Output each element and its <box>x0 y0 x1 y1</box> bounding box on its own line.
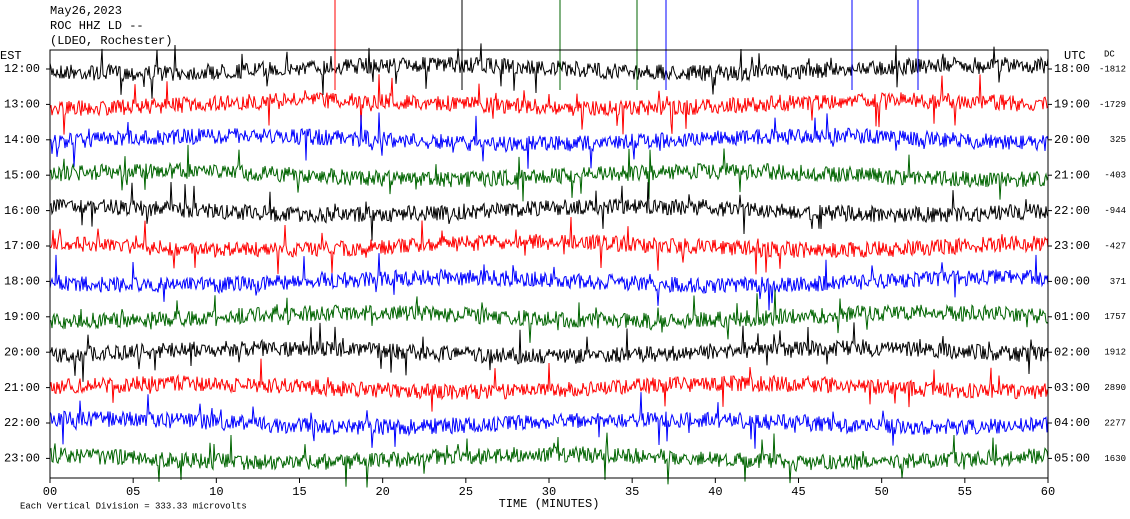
dc-value: -403 <box>1104 171 1126 181</box>
est-tick-label: 12:00 <box>4 62 40 76</box>
trace <box>49 322 1049 382</box>
trace <box>49 112 1049 169</box>
est-tick-label: 19:00 <box>4 310 40 324</box>
x-tick-label: 30 <box>542 485 556 499</box>
x-tick-label: 05 <box>126 485 140 499</box>
est-tick-label: 18:00 <box>4 275 40 289</box>
utc-tick-label: 04:00 <box>1054 416 1090 430</box>
trace <box>49 253 1049 311</box>
dc-value: -1729 <box>1099 100 1126 110</box>
est-tick-label: 22:00 <box>4 416 40 430</box>
utc-tick-label: 01:00 <box>1054 310 1090 324</box>
dc-value: -427 <box>1104 241 1126 251</box>
x-tick-label: 15 <box>292 485 306 499</box>
traces <box>49 0 1049 488</box>
trace <box>49 144 1049 202</box>
utc-tick-label: 21:00 <box>1054 168 1090 182</box>
dc-value: 325 <box>1110 135 1126 145</box>
utc-tick-label: 19:00 <box>1054 98 1090 112</box>
est-tick-label: 23:00 <box>4 452 40 466</box>
trace <box>49 358 1049 412</box>
trace <box>49 43 1049 99</box>
x-axis-label: TIME (MINUTES) <box>499 497 600 511</box>
x-tick-label: 50 <box>874 485 888 499</box>
x-tick-label: 00 <box>43 485 57 499</box>
est-tick-label: 14:00 <box>4 133 40 147</box>
trace <box>49 181 1049 241</box>
x-tick-label: 55 <box>958 485 972 499</box>
x-tick-label: 45 <box>791 485 805 499</box>
trace <box>49 216 1049 275</box>
dc-value: -944 <box>1104 206 1126 216</box>
right-axis-label: UTC <box>1064 49 1086 63</box>
trace <box>49 432 1049 488</box>
x-tick-label: 35 <box>625 485 639 499</box>
est-tick-label: 17:00 <box>4 239 40 253</box>
footer: Each Vertical Division = 333.33 microvol… <box>20 501 247 511</box>
est-tick-label: 15:00 <box>4 168 40 182</box>
x-tick-label: 25 <box>459 485 473 499</box>
x-tick-label: 40 <box>708 485 722 499</box>
utc-tick-label: 03:00 <box>1054 381 1090 395</box>
left-axis-label: EST <box>0 49 22 63</box>
dc-value: -1812 <box>1099 64 1126 74</box>
header-line: ROC HHZ LD -- <box>50 19 144 33</box>
trace <box>49 392 1049 449</box>
trace <box>49 74 1049 135</box>
x-tick-label: 20 <box>375 485 389 499</box>
utc-tick-label: 02:00 <box>1054 345 1090 359</box>
utc-tick-label: 20:00 <box>1054 133 1090 147</box>
utc-tick-label: 23:00 <box>1054 239 1090 253</box>
dc-value: 1757 <box>1104 312 1126 322</box>
dc-value: 2277 <box>1104 418 1126 428</box>
dc-value: 1912 <box>1104 348 1126 358</box>
dc-value: 1630 <box>1104 454 1126 464</box>
est-tick-label: 16:00 <box>4 204 40 218</box>
utc-tick-label: 00:00 <box>1054 275 1090 289</box>
dc-value: 371 <box>1110 277 1126 287</box>
est-tick-label: 20:00 <box>4 345 40 359</box>
x-tick-label: 60 <box>1041 485 1055 499</box>
header-line: May26,2023 <box>50 4 122 18</box>
x-tick-label: 10 <box>209 485 223 499</box>
utc-tick-label: 18:00 <box>1054 62 1090 76</box>
est-tick-label: 21:00 <box>4 381 40 395</box>
trace <box>49 289 1049 343</box>
utc-tick-label: 22:00 <box>1054 204 1090 218</box>
dc-label: DC <box>1104 49 1115 59</box>
est-tick-label: 13:00 <box>4 98 40 112</box>
header-line: (LDEO, Rochester) <box>50 34 172 48</box>
plot-frame <box>49 49 1049 479</box>
utc-tick-label: 05:00 <box>1054 452 1090 466</box>
dc-value: 2890 <box>1104 383 1126 393</box>
